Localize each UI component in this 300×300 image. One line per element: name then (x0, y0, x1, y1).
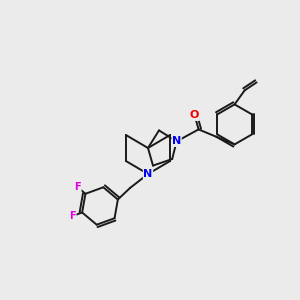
Text: F: F (74, 182, 81, 192)
Text: N: N (143, 169, 153, 179)
Text: F: F (69, 211, 76, 221)
Text: N: N (172, 136, 181, 146)
Text: O: O (190, 110, 199, 120)
